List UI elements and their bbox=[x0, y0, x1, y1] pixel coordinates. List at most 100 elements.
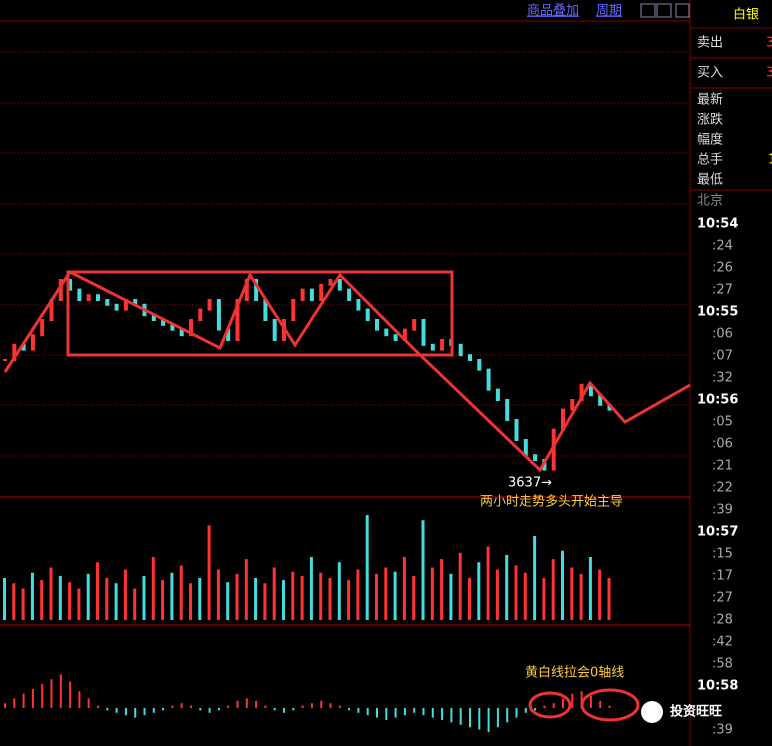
price-bar bbox=[189, 319, 193, 337]
price-bar bbox=[468, 354, 472, 361]
volume-bar bbox=[533, 536, 537, 620]
time-label: 10:55 bbox=[697, 305, 738, 320]
price-bar bbox=[514, 419, 519, 441]
button[interactable] bbox=[640, 3, 656, 18]
macd-bar bbox=[283, 708, 285, 713]
button[interactable] bbox=[656, 3, 672, 18]
price-bar bbox=[356, 299, 361, 311]
price-bar bbox=[384, 328, 389, 337]
time-label: :39 bbox=[712, 723, 733, 738]
macd-bar bbox=[385, 708, 388, 720]
volume-bar bbox=[86, 573, 90, 620]
time-label: :27 bbox=[712, 283, 733, 298]
price-bar bbox=[151, 314, 156, 321]
price-bar bbox=[365, 308, 370, 321]
price-bar bbox=[254, 279, 259, 301]
macd-bar bbox=[190, 705, 192, 708]
price-bar bbox=[588, 383, 593, 397]
price-bar bbox=[561, 408, 565, 431]
volume-bar bbox=[189, 583, 192, 620]
volume-bar bbox=[77, 588, 81, 620]
price-bar bbox=[96, 294, 100, 301]
price-bar bbox=[244, 279, 249, 301]
macd-bar bbox=[292, 708, 295, 711]
volume-bar bbox=[561, 550, 564, 620]
price-bar bbox=[207, 299, 212, 311]
price-bar bbox=[263, 299, 268, 321]
price-bar bbox=[477, 359, 482, 371]
volume-bar bbox=[384, 567, 388, 620]
volume-bar bbox=[142, 575, 146, 620]
time-label: :17 bbox=[712, 569, 733, 584]
price-bar bbox=[216, 299, 221, 331]
volume-bar bbox=[551, 559, 555, 620]
price-bar bbox=[291, 299, 296, 321]
price-bar bbox=[114, 303, 119, 311]
volume-bar bbox=[570, 567, 574, 620]
circle-mark bbox=[580, 688, 640, 722]
volume-bar bbox=[309, 557, 313, 620]
price-bar bbox=[505, 399, 510, 421]
price-bar bbox=[30, 334, 35, 351]
macd-bar bbox=[580, 691, 583, 708]
volume-bar bbox=[347, 580, 351, 620]
macd-bar bbox=[255, 700, 258, 708]
volume-bar bbox=[198, 578, 202, 620]
price-bar bbox=[179, 328, 184, 337]
time-label: :05 bbox=[712, 415, 733, 430]
macd-bar bbox=[487, 708, 490, 732]
price-bar bbox=[598, 394, 603, 406]
volume-bar bbox=[244, 559, 248, 620]
time-label: :15 bbox=[712, 547, 733, 562]
price-bar bbox=[440, 339, 445, 351]
toolbar-item[interactable]: 周期 bbox=[596, 4, 622, 19]
macd-bar bbox=[78, 691, 81, 708]
macd-bar bbox=[171, 705, 174, 708]
price-bar bbox=[40, 319, 45, 337]
price-bar bbox=[133, 299, 138, 306]
brand: 投资旺旺 bbox=[670, 704, 722, 720]
macd-bar bbox=[115, 708, 118, 713]
volume-bar bbox=[468, 578, 471, 620]
macd-bar bbox=[124, 708, 127, 716]
symbol: 白银 bbox=[733, 7, 759, 23]
macd-bar bbox=[348, 708, 351, 711]
macd-bar bbox=[152, 708, 155, 713]
volume-bar bbox=[105, 578, 109, 620]
macd-bar bbox=[422, 708, 425, 716]
volume-bar bbox=[170, 572, 174, 620]
volume-bar bbox=[412, 575, 416, 620]
price-bar bbox=[300, 288, 305, 301]
price-bar bbox=[458, 343, 463, 357]
macd-bar bbox=[403, 708, 406, 716]
volume-bar bbox=[542, 578, 546, 620]
field-label: 总手 bbox=[697, 153, 723, 168]
price-bar bbox=[21, 343, 26, 351]
price-bar bbox=[486, 368, 491, 391]
macd-bar bbox=[366, 708, 369, 716]
price-bar bbox=[49, 299, 54, 321]
circle-mark bbox=[528, 691, 572, 719]
price-bar bbox=[12, 343, 17, 361]
time-label: :26 bbox=[712, 261, 733, 276]
price-bar bbox=[235, 299, 240, 341]
price-bar bbox=[430, 343, 435, 351]
price-bar bbox=[551, 428, 556, 471]
time-label: :07 bbox=[712, 349, 733, 364]
macd-bar bbox=[13, 698, 16, 708]
volume-bar bbox=[263, 583, 267, 620]
button[interactable] bbox=[675, 3, 690, 18]
buy-value: 3 bbox=[766, 66, 772, 81]
price-bar bbox=[198, 308, 203, 321]
time-label: :21 bbox=[712, 459, 733, 474]
volume-bar bbox=[114, 583, 118, 620]
low-label: 3637→ bbox=[508, 476, 552, 491]
price-bar bbox=[495, 388, 500, 401]
volume-bar bbox=[254, 578, 258, 620]
macd-bar bbox=[441, 708, 444, 720]
time-label: :06 bbox=[712, 327, 733, 342]
macd-bar bbox=[589, 696, 592, 708]
drawings bbox=[3, 270, 691, 722]
toolbar-item[interactable]: 商品叠加 bbox=[527, 4, 579, 19]
